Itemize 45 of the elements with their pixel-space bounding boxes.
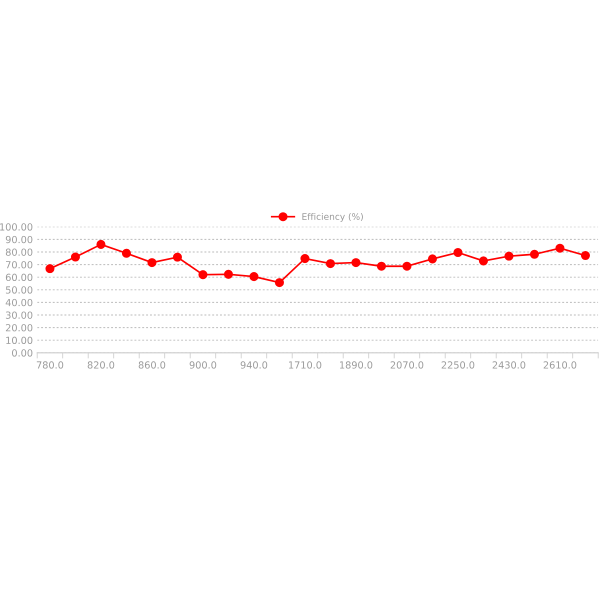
point [376,262,386,271]
y-tick-label: 80.00 [6,248,32,256]
point [70,252,80,262]
point [147,258,156,268]
point [428,254,437,264]
point [555,244,564,253]
x-tick-label: 2610.0 [544,361,576,369]
point [478,256,488,266]
y-tick-label: 40.00 [6,298,32,306]
point [224,270,233,279]
point [351,258,360,268]
legend-label: Efficiency (%) [302,213,363,222]
y-tick-label: 70.00 [6,261,32,268]
x-tick-label: 860.0 [138,361,166,369]
point [402,262,412,271]
point [198,270,208,280]
x-tick-label: 900.0 [190,361,216,369]
x-tick-label: 940.0 [240,361,268,369]
x-tick-label: 1710.0 [289,361,322,369]
point [96,240,106,249]
point [530,250,539,259]
point [580,251,590,260]
point [249,272,258,282]
point [504,252,514,261]
y-tick-label: 90.00 [6,236,32,244]
x-tick-label: 780.0 [36,361,64,369]
y-tick-label: 0.00 [12,349,32,357]
x-tick-label: 820.0 [88,361,114,369]
point [45,264,54,274]
y-tick-label: 30.00 [6,311,32,319]
y-tick-label: 60.00 [6,274,32,282]
x-tick-label: 1890.0 [340,361,372,369]
x-tick-label: 2430.0 [492,361,526,369]
point [122,248,131,258]
point [274,278,284,288]
y-tick-label: 50.00 [6,286,32,294]
point [453,248,462,258]
point [326,259,335,268]
y-tick-label: 100.00 [0,223,32,231]
y-tick-label: 20.00 [6,324,32,332]
y-tick-label: 10.00 [6,336,32,344]
x-tick-label: 2250.0 [442,361,474,369]
x-tick-label: 2070.0 [390,361,424,369]
point [300,254,310,264]
point [172,252,182,262]
